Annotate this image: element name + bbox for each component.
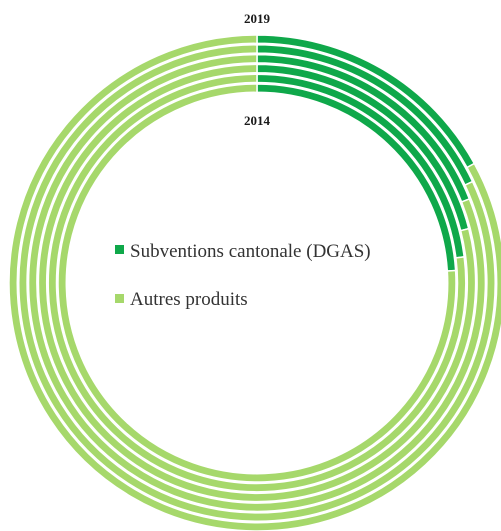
ring-2015-segment-autres [47,73,467,493]
ring-2019-segment-autres [8,34,501,531]
inner-ring-label: 2014 [244,113,271,128]
outer-ring-label: 2019 [244,11,271,26]
rings-group [8,34,501,531]
legend-swatch-dgas [115,245,124,254]
ring-2014-segment-autres [57,83,457,483]
legend-label-dgas: Subventions cantonale (DGAS) [130,241,371,262]
legend-label-autres: Autres produits [130,289,248,310]
ring-2017-segment-autres [27,53,487,513]
ring-2016-segment-autres [37,63,477,503]
legend-swatch-autres [115,294,124,303]
legend: Subventions cantonale (DGAS) Autres prod… [115,241,371,310]
ring-2018-segment-autres [18,44,496,522]
